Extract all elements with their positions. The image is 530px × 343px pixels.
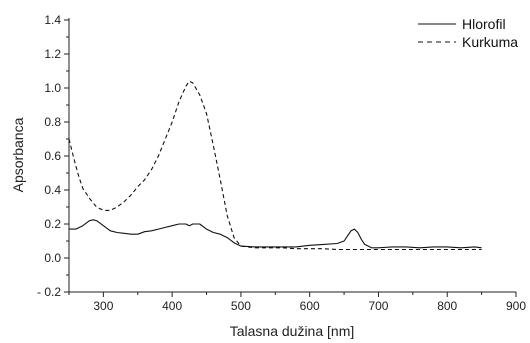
legend: Hlorofil Kurkuma <box>418 16 518 50</box>
x-tick-label: 600 <box>300 299 320 313</box>
x-tick-label: 400 <box>162 299 182 313</box>
series-line-hlorofil <box>69 219 482 249</box>
y-tick-label: 0.2 <box>44 217 61 231</box>
x-tick-label: 500 <box>231 299 251 313</box>
y-tick-label: 1.2 <box>44 47 61 61</box>
y-tick-label: 0.8 <box>44 115 61 129</box>
y-tick-label: 1.4 <box>44 13 61 27</box>
legend-label-hlorofil: Hlorofil <box>462 16 506 32</box>
y-axis-title: Apsorbanca <box>10 117 26 192</box>
series-line-kurkuma <box>68 80 482 251</box>
x-axis-ticks: 300 400 500 600 700 800 900 <box>68 292 526 313</box>
y-tick-label: - 0.2 <box>37 285 61 299</box>
x-tick-label: 800 <box>437 299 457 313</box>
x-tick-label: 900 <box>506 299 526 313</box>
y-tick-label: 1.0 <box>44 81 61 95</box>
series-layer <box>68 80 482 251</box>
x-axis-title: Talasna dužina [nm] <box>230 323 355 339</box>
x-tick-label: 300 <box>93 299 113 313</box>
y-tick-label: 0.0 <box>44 251 61 265</box>
y-axis-ticks: - 0.2 0.0 0.2 0.4 0.6 0.8 1.0 1.2 1.4 <box>37 13 69 299</box>
y-tick-label: 0.4 <box>44 183 61 197</box>
x-tick-label: 700 <box>368 299 388 313</box>
y-tick-label: 0.6 <box>44 149 61 163</box>
legend-label-kurkuma: Kurkuma <box>462 34 518 50</box>
